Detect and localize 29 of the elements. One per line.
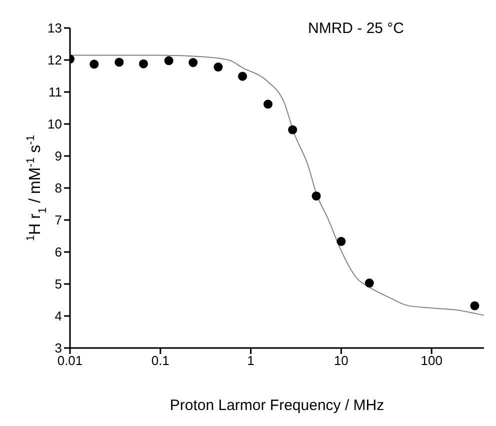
y-tick-label: 6 — [54, 244, 62, 260]
y-tick-label: 10 — [48, 116, 62, 132]
point — [312, 191, 321, 201]
x-axis-title: Proton Larmor Frequency / MHz — [170, 397, 384, 414]
point — [138, 59, 148, 68]
x-tick-label: 100 — [420, 353, 442, 368]
point — [214, 62, 223, 72]
y-tick-label: 8 — [54, 180, 62, 196]
x-tick-label: 1 — [247, 353, 254, 368]
point — [336, 236, 346, 246]
y-tick-label: 9 — [54, 148, 62, 164]
x-tick-label: 10 — [334, 353, 348, 368]
y-tick-label: 3 — [54, 340, 62, 356]
y-tick-label: 11 — [48, 84, 62, 100]
chart-title: NMRD - 25 °C — [308, 20, 404, 37]
x-tick-label: 0.1 — [151, 353, 170, 368]
point — [188, 58, 198, 68]
point — [164, 56, 174, 66]
point — [288, 125, 298, 134]
point — [238, 72, 248, 81]
point — [90, 60, 99, 69]
x-tick-label: 0.01 — [57, 353, 83, 368]
y-tick-label: 7 — [54, 212, 62, 228]
y-tick-label: 13 — [48, 20, 62, 36]
point — [263, 100, 273, 109]
point — [114, 58, 124, 67]
y-tick-label: 5 — [54, 276, 62, 292]
y-tick-label: 4 — [54, 308, 62, 324]
y-tick-label: 12 — [48, 52, 62, 68]
